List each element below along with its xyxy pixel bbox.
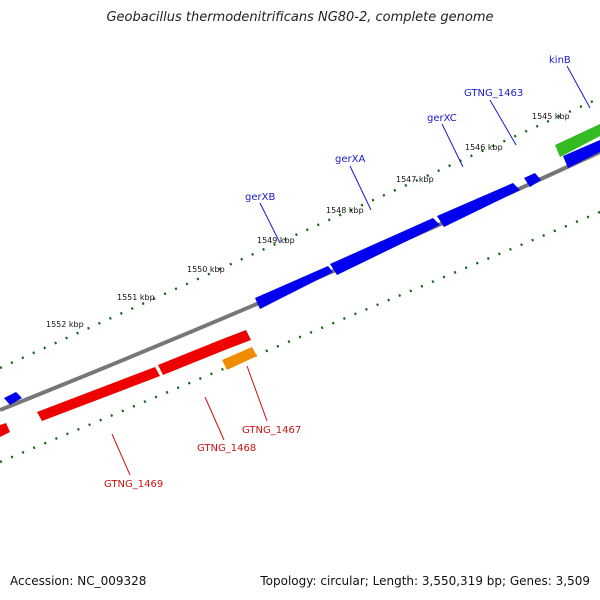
- gene-green-arrow[interactable]: [555, 124, 600, 157]
- kbp-label-1545: 1545 kbp: [532, 112, 570, 121]
- gerXC-leader: [441, 123, 464, 168]
- gtng-1463-leader: [489, 99, 517, 146]
- gene-label-gtng-1468[interactable]: GTNG_1468: [197, 443, 256, 454]
- kbp-label-1548: 1548 kbp: [326, 206, 364, 215]
- gerXA-leader: [349, 165, 372, 211]
- gene-orange-arrow[interactable]: [222, 347, 257, 370]
- gtng-1467-leader: [246, 365, 268, 422]
- kbp-label-1552: 1552 kbp: [46, 320, 84, 329]
- gene-label-gtng-1469[interactable]: GTNG_1469: [104, 479, 163, 490]
- label-leader-lines: [111, 65, 591, 476]
- kinB-leader: [566, 65, 591, 109]
- gene-gerXA-arrow[interactable]: [330, 218, 440, 275]
- reverse-strand-genes: [0, 330, 251, 437]
- kbp-label-1549: 1549 kbp: [257, 236, 295, 245]
- gene-kinB-forward-arrow[interactable]: [563, 140, 600, 168]
- gene-label-gtng-1467[interactable]: GTNG_1467: [242, 425, 301, 436]
- gene-gtng-1469-arrow[interactable]: [37, 367, 160, 421]
- kbp-labels: 1545 kbp 1546 kbp 1547 kbp 1548 kbp 1549…: [46, 112, 570, 329]
- kbp-label-1546: 1546 kbp: [465, 143, 503, 152]
- gene-left-forward-arrow[interactable]: [4, 392, 22, 405]
- genome-summary-text: Topology: circular; Length: 3,550,319 bp…: [260, 574, 590, 588]
- kbp-label-1550: 1550 kbp: [187, 265, 225, 274]
- forward-gene-labels: kinB GTNG_1463 gerXC gerXA gerXB: [245, 55, 571, 203]
- gene-red-small-arrow[interactable]: [220, 330, 251, 350]
- gene-gtng-1468-arrow[interactable]: [158, 340, 225, 375]
- gene-gerXC-arrow[interactable]: [437, 183, 520, 227]
- outer-tick-track: [0, 96, 600, 370]
- gene-label-gerXA[interactable]: gerXA: [335, 154, 365, 165]
- gene-label-gerXC[interactable]: gerXC: [427, 113, 457, 124]
- gene-label-gerXB[interactable]: gerXB: [245, 192, 275, 203]
- reverse-gene-labels: GTNG_1467 GTNG_1468 GTNG_1469: [104, 425, 301, 490]
- kbp-label-1551: 1551 kbp: [117, 293, 155, 302]
- gene-gerXB-arrow[interactable]: [255, 266, 333, 309]
- gerXB-leader: [259, 202, 281, 244]
- gene-left-reverse-arrow[interactable]: [0, 423, 10, 437]
- gene-gtng-1463-arrow[interactable]: [524, 173, 541, 187]
- genome-title: Geobacillus thermodenitrificans NG80-2, …: [106, 10, 494, 25]
- gtng-1468-leader: [204, 396, 225, 441]
- inner-tick-track: [0, 210, 600, 464]
- forward-strand-genes: [4, 140, 600, 405]
- accession-text: Accession: NC_009328: [10, 574, 147, 588]
- kbp-label-1547: 1547 kbp: [396, 175, 434, 184]
- gene-label-gtng-1463[interactable]: GTNG_1463: [464, 88, 523, 99]
- gene-label-kinB[interactable]: kinB: [549, 55, 571, 66]
- gtng-1469-leader: [111, 433, 131, 476]
